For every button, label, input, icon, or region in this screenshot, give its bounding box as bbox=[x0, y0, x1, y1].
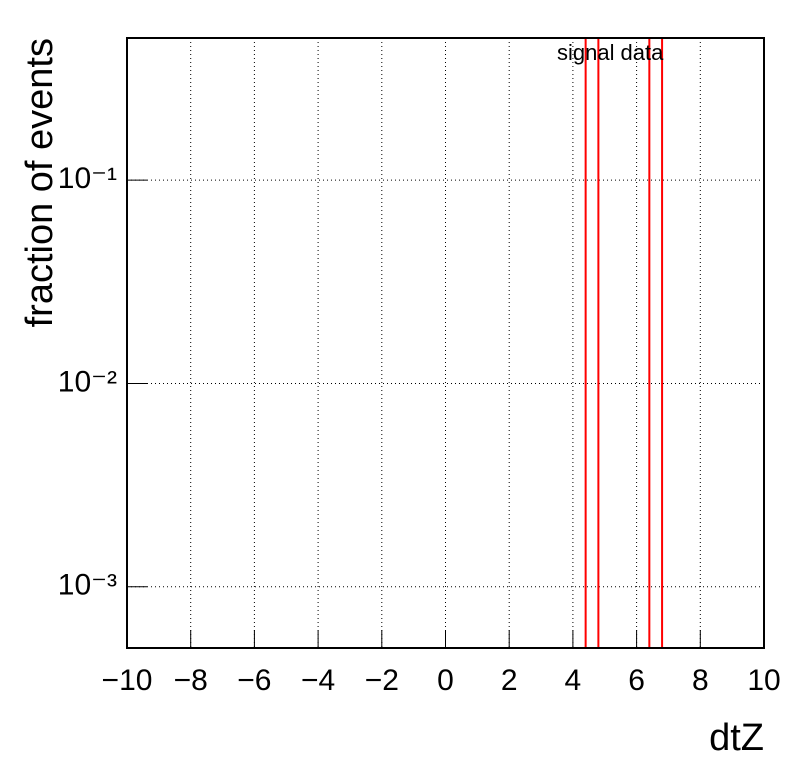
x-tick-label: 6 bbox=[628, 664, 645, 697]
x-tick-label: −8 bbox=[174, 664, 208, 697]
x-axis-title: dtZ bbox=[709, 717, 764, 759]
x-tick-label: 0 bbox=[437, 664, 454, 697]
y-tick-label: 10⁻² bbox=[58, 365, 117, 398]
legend-entry: signal bbox=[557, 40, 614, 65]
x-tick-label: 10 bbox=[747, 664, 780, 697]
y-tick-label: 10⁻³ bbox=[58, 569, 117, 602]
x-tick-label: −2 bbox=[365, 664, 399, 697]
y-tick-label: 10⁻¹ bbox=[58, 162, 117, 195]
legend-entry: data bbox=[620, 40, 664, 65]
x-tick-label: −10 bbox=[102, 664, 153, 697]
x-tick-label: −6 bbox=[237, 664, 271, 697]
x-tick-label: 4 bbox=[565, 664, 582, 697]
y-axis-title: fraction of events bbox=[19, 38, 61, 327]
x-tick-label: 8 bbox=[692, 664, 709, 697]
plot-frame bbox=[126, 37, 765, 649]
x-tick-label: 2 bbox=[501, 664, 518, 697]
x-tick-label: −4 bbox=[301, 664, 335, 697]
